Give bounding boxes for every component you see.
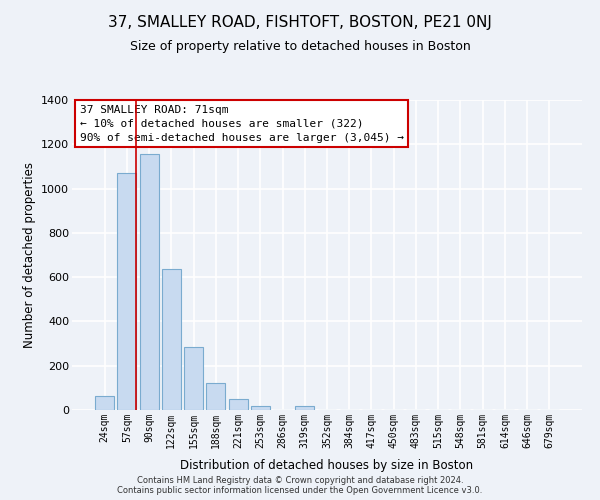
Bar xyxy=(229,400,248,410)
Text: Contains HM Land Registry data © Crown copyright and database right 2024.: Contains HM Land Registry data © Crown c… xyxy=(137,476,463,485)
Bar xyxy=(95,396,114,410)
Bar xyxy=(184,347,203,410)
Bar xyxy=(251,406,270,410)
Text: 37 SMALLEY ROAD: 71sqm
← 10% of detached houses are smaller (322)
90% of semi-de: 37 SMALLEY ROAD: 71sqm ← 10% of detached… xyxy=(80,104,404,142)
Bar xyxy=(162,270,181,410)
Text: 37, SMALLEY ROAD, FISHTOFT, BOSTON, PE21 0NJ: 37, SMALLEY ROAD, FISHTOFT, BOSTON, PE21… xyxy=(108,15,492,30)
Bar xyxy=(206,384,225,410)
Bar xyxy=(118,173,136,410)
X-axis label: Distribution of detached houses by size in Boston: Distribution of detached houses by size … xyxy=(181,459,473,472)
Text: Size of property relative to detached houses in Boston: Size of property relative to detached ho… xyxy=(130,40,470,53)
Bar xyxy=(295,406,314,410)
Y-axis label: Number of detached properties: Number of detached properties xyxy=(23,162,35,348)
Text: Contains public sector information licensed under the Open Government Licence v3: Contains public sector information licen… xyxy=(118,486,482,495)
Bar xyxy=(140,154,158,410)
